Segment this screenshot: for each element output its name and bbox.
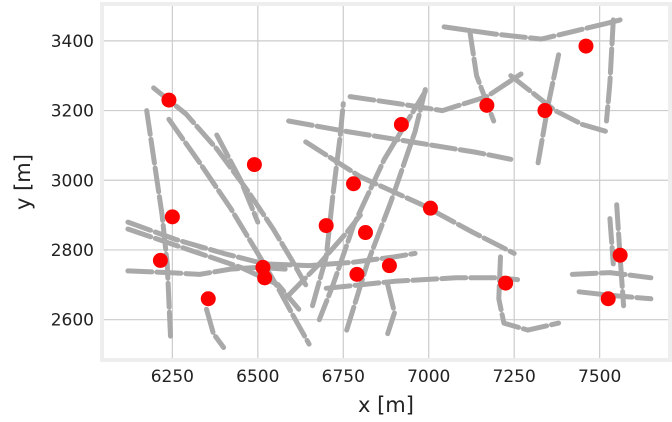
x-tick-label: 7000	[407, 367, 450, 387]
road-segment	[569, 270, 654, 281]
x-tick-label: 6250	[151, 367, 194, 387]
data-point	[578, 38, 594, 54]
x-tick-labels: 6250 6500 6750 7000 7250 7500	[151, 367, 622, 387]
data-point	[200, 291, 216, 307]
data-point	[161, 92, 177, 108]
data-point	[537, 103, 553, 119]
road-segment	[604, 17, 616, 124]
y-tick-label: 3000	[51, 171, 94, 191]
road-segment	[303, 139, 517, 256]
road-segment	[166, 116, 312, 347]
x-axis-label: x [m]	[358, 393, 414, 417]
data-point	[393, 116, 409, 132]
y-axis-label: y [m]	[11, 154, 35, 210]
road-segment	[125, 226, 302, 312]
x-tick-label: 6750	[322, 367, 365, 387]
y-tick-labels: 2600 2800 3000 3200 3400	[51, 32, 94, 331]
road-segment	[508, 73, 609, 134]
road-segment	[204, 306, 227, 350]
data-point	[257, 270, 273, 286]
data-point	[246, 157, 262, 173]
data-point	[422, 200, 438, 216]
road-segment	[214, 132, 261, 225]
data-point	[318, 218, 334, 234]
road-network	[125, 17, 654, 350]
road-segment	[535, 52, 562, 166]
x-tick-label: 7250	[493, 367, 536, 387]
road-segment	[385, 282, 397, 337]
y-tick-label: 3200	[51, 102, 94, 122]
data-point	[164, 209, 180, 225]
data-point	[381, 258, 397, 274]
data-point	[346, 176, 362, 192]
data-point	[612, 247, 628, 263]
data-point	[600, 291, 616, 307]
data-point	[479, 97, 495, 113]
road-segment	[310, 101, 346, 309]
road-segment	[607, 216, 616, 267]
y-tick-label: 2600	[51, 311, 94, 331]
data-point	[498, 275, 514, 291]
x-tick-label: 6500	[236, 367, 279, 387]
road-segment	[286, 118, 514, 162]
road-segment	[125, 219, 418, 269]
x-tick-label: 7500	[578, 367, 621, 387]
y-tick-label: 2800	[51, 241, 94, 261]
data-point	[357, 225, 373, 241]
data-point	[152, 252, 168, 268]
road-segment	[316, 88, 428, 323]
plot-area	[104, 6, 668, 358]
y-tick-label: 3400	[51, 32, 94, 52]
grid	[104, 6, 668, 358]
data-point	[349, 266, 365, 282]
road-segment	[347, 71, 524, 114]
data-points	[152, 38, 628, 307]
